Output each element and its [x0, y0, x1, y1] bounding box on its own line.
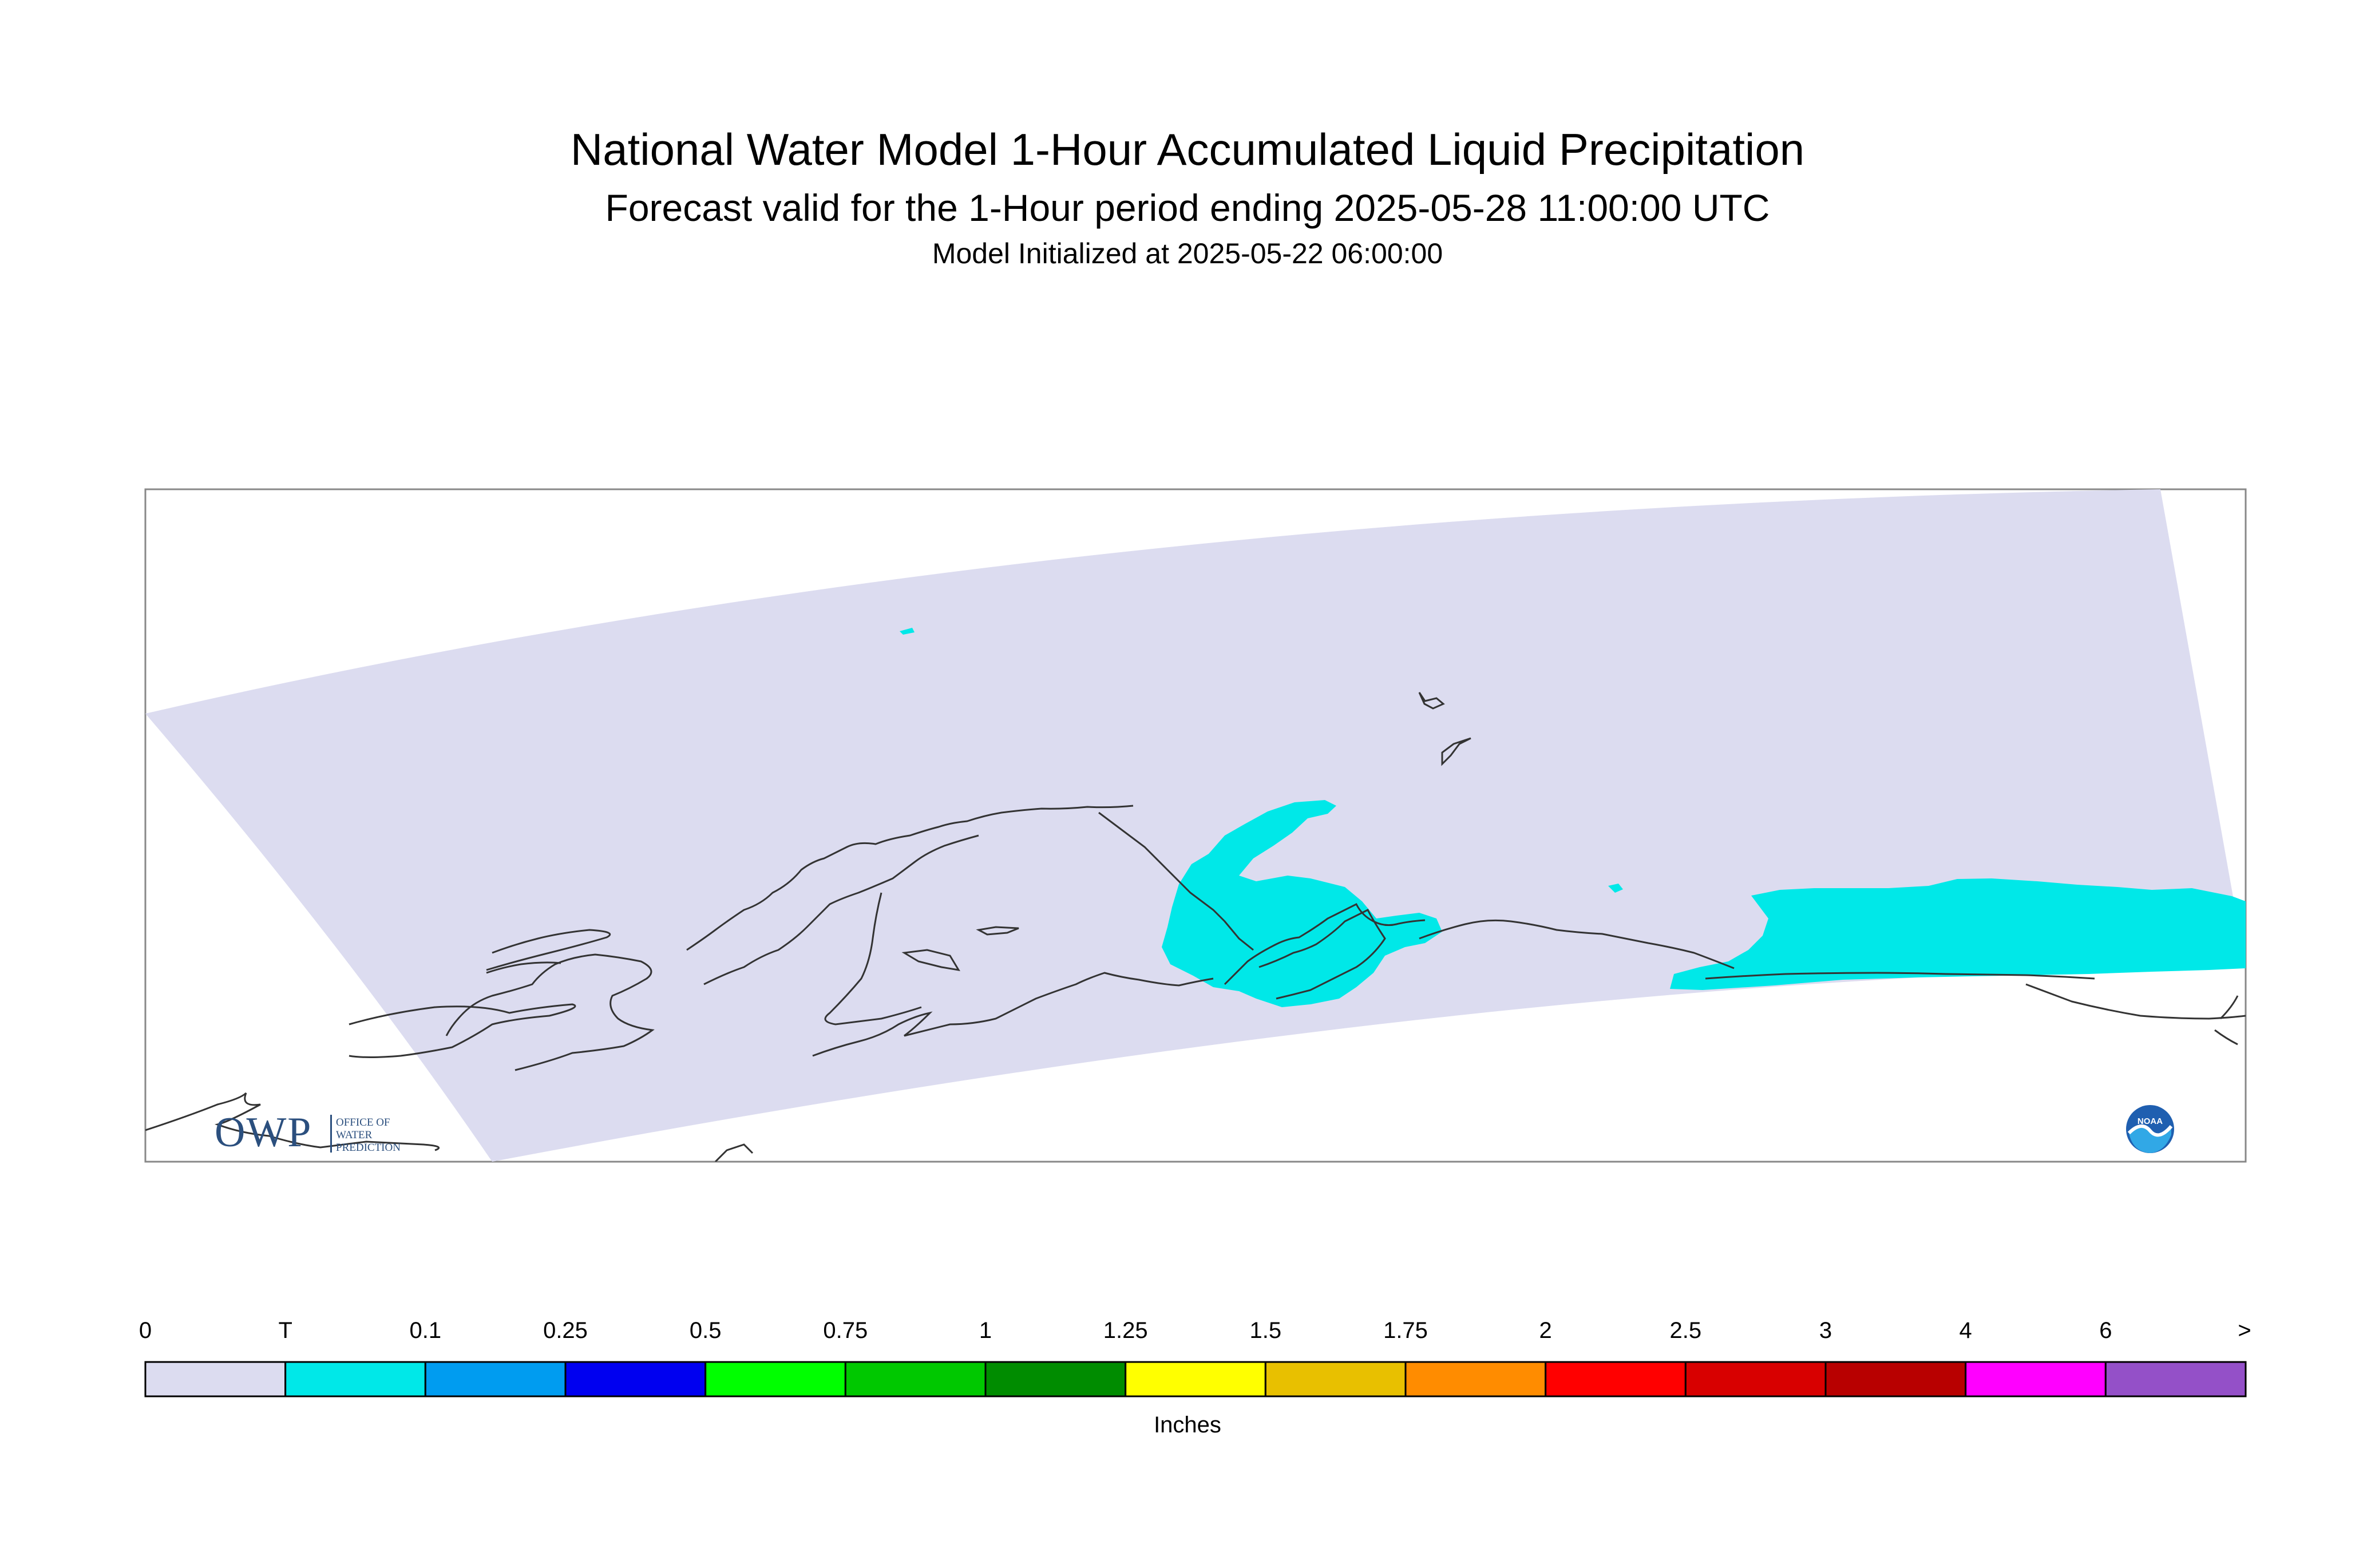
legend-swatch	[1545, 1361, 1687, 1397]
legend-tick-label: 1.5	[1249, 1318, 1282, 1343]
coast-panhandle	[2025, 983, 2246, 1020]
trace-area-small-north	[900, 628, 915, 635]
legend-swatch	[984, 1361, 1127, 1397]
legend-tick-label: 6	[2099, 1318, 2112, 1343]
coastlines	[145, 692, 2246, 1162]
legend-swatch	[1404, 1361, 1547, 1397]
coast-interior-river	[824, 892, 922, 1025]
coast-kodiak	[812, 972, 1214, 1057]
legend-tick-label: 0.75	[823, 1318, 868, 1343]
coast-cook-inlet	[1098, 811, 1254, 951]
legend-swatch	[1264, 1361, 1407, 1397]
owp-logo-letters: OWP	[215, 1109, 312, 1156]
map-subtitle: Forecast valid for the 1-Hour period end…	[605, 187, 1770, 229]
legend-tick-label: 1	[979, 1318, 992, 1343]
coast-far-east-2	[2214, 1029, 2238, 1046]
owp-logo-divider	[330, 1115, 332, 1153]
coast-st-lawrence	[486, 961, 561, 974]
legend-unit: Inches	[1154, 1412, 1221, 1438]
legend-tick-label: 2	[1539, 1318, 1552, 1343]
legend-tick-label: 2.5	[1669, 1318, 1702, 1343]
coast-bristol-bay	[445, 953, 655, 1071]
legend-swatch	[564, 1361, 707, 1397]
legend-swatch	[1824, 1361, 1967, 1397]
trace-area-small-mid	[1608, 884, 1623, 893]
coast-sw-bottom	[714, 1143, 754, 1162]
coast-far-east	[2219, 995, 2239, 1020]
legend-swatch	[704, 1361, 846, 1397]
legend-swatch	[284, 1361, 426, 1397]
legend-tick-label: 3	[1819, 1318, 1832, 1343]
coast-southeast	[1705, 972, 2095, 980]
legend-swatch	[144, 1361, 287, 1397]
legend-tick-label: 1.25	[1103, 1318, 1148, 1343]
model-domain	[145, 489, 2246, 1162]
legend-tick-label: 0.25	[543, 1318, 588, 1343]
noaa-logo-text: NOAA	[2138, 1116, 2163, 1126]
legend-tick-label: >	[2238, 1318, 2251, 1343]
coast-lake	[976, 926, 1019, 936]
legend-swatch	[424, 1361, 567, 1397]
owp-logo: OWP OFFICE OF WATER PREDICTION	[215, 1111, 444, 1157]
coast-kenai	[1224, 902, 1426, 985]
owp-logo-line3: PREDICTION	[336, 1142, 401, 1154]
coast-west-peninsula	[145, 1092, 440, 1151]
model-init-time: Model Initialized at 2025-05-22 06:00:00	[932, 237, 1443, 270]
coast-island-north-2	[1441, 737, 1471, 766]
legend-swatch	[1684, 1361, 1827, 1397]
legend-swatch	[2104, 1361, 2247, 1397]
coast-island-north-1	[1418, 692, 1445, 710]
legend-swatch	[1125, 1361, 1266, 1397]
legend-swatch	[844, 1361, 987, 1397]
legend-tick-label: 0.1	[409, 1318, 442, 1343]
coast-seward	[686, 805, 1134, 951]
legend-tick-label: 0	[138, 1318, 152, 1343]
legend-tick-label: 1.75	[1383, 1318, 1428, 1343]
legend-swatch	[1965, 1361, 2107, 1397]
coast-pws	[1258, 908, 1386, 1000]
legend-tick-label: 4	[1959, 1318, 1972, 1343]
map-title: National Water Model 1-Hour Accumulated …	[570, 124, 1805, 175]
owp-logo-line1: OFFICE OF	[336, 1116, 390, 1129]
coast-gulf-east	[1419, 919, 1735, 969]
coast-lake-2	[901, 949, 960, 972]
owp-logo-line2: WATER	[336, 1129, 373, 1141]
coast-yukon-delta	[703, 834, 979, 985]
coast-nunivak	[349, 1003, 576, 1058]
coast-norton-sound	[486, 929, 611, 971]
noaa-logo: NOAA	[2126, 1105, 2174, 1153]
legend-tick-label: T	[278, 1318, 292, 1343]
legend-tick-label: 0.5	[689, 1318, 722, 1343]
trace-area-east	[1670, 878, 2246, 990]
